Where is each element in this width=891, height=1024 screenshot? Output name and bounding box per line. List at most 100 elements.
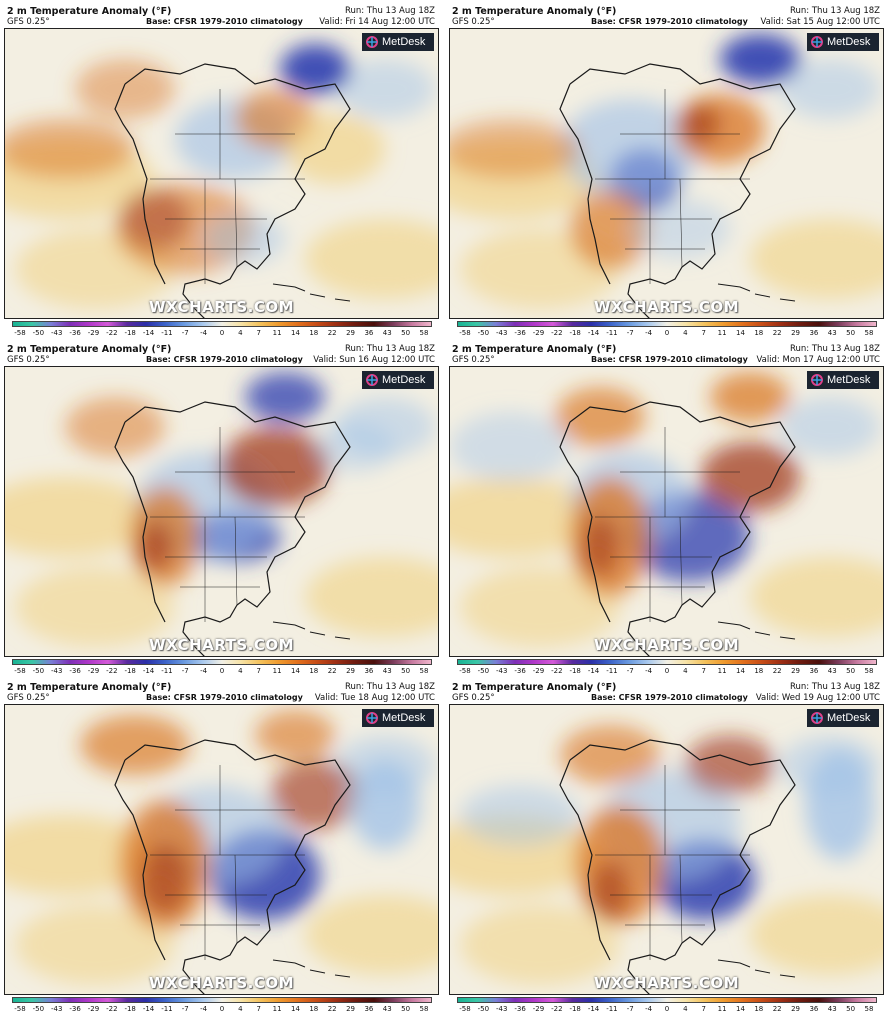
color-scale-tick-label: -18 bbox=[124, 667, 136, 675]
color-scale-tick-label: -11 bbox=[606, 667, 618, 675]
color-scale-tick-label: 58 bbox=[419, 1005, 429, 1013]
color-scale-ticks: -58 -50 -43 -36 -29 -22 -18 -14 -11 -7 -4 0 4 7 11 14 18… bbox=[457, 667, 877, 677]
caribbean-islands bbox=[717, 621, 796, 640]
anomaly-region bbox=[460, 905, 620, 985]
metdesk-logo-icon bbox=[366, 712, 378, 724]
color-scale-bar: -58 -50 -43 -36 -29 -22 -18 -14 -11 -7 -4 0 4 7 11 14 18… bbox=[457, 321, 877, 339]
run-time-label: Run: Thu 13 Aug 18Z bbox=[345, 6, 435, 16]
color-scale-tick-label: 36 bbox=[809, 667, 819, 675]
color-scale-tick-label: -29 bbox=[87, 667, 100, 675]
color-scale-tick-label: -4 bbox=[200, 667, 208, 675]
anomaly-region bbox=[5, 477, 155, 557]
panel-header: 2 m Temperature Anomaly (°F) GFS 0.25° Bas… bbox=[4, 342, 439, 366]
coastline bbox=[559, 739, 796, 994]
color-scale-tick-label: 0 bbox=[219, 1005, 225, 1013]
anomaly-region bbox=[555, 387, 645, 447]
color-scale-tick-label: -18 bbox=[569, 329, 581, 337]
valid-time-label: Valid: Wed 19 Aug 12:00 UTC bbox=[755, 693, 880, 703]
color-scale-tick-label: -58 bbox=[459, 1005, 471, 1013]
color-scale-tick-label: 29 bbox=[791, 1005, 800, 1013]
color-scale-bar: -58 -50 -43 -36 -29 -22 -18 -14 -11 -7 -4 0 4 7 11 14 18… bbox=[12, 321, 432, 339]
color-scale-bar: -58 -50 -43 -36 -29 -22 -18 -14 -11 -7 -4 0 4 7 11 14 18… bbox=[12, 659, 432, 677]
color-scale-bar: -58 -50 -43 -36 -29 -22 -18 -14 -11 -7 -4 0 4 7 11 14 18… bbox=[457, 997, 877, 1015]
color-scale-tick-label: -4 bbox=[645, 1005, 653, 1013]
anomaly-region bbox=[305, 557, 438, 637]
color-scale-ticks: -58 -50 -43 -36 -29 -22 -18 -14 -11 -7 -4 0 4 7 11 14 18… bbox=[457, 329, 877, 339]
metdesk-logo: MetDesk bbox=[362, 709, 434, 727]
anomaly-region bbox=[450, 412, 570, 482]
color-scale-tick-label: 22 bbox=[327, 667, 337, 675]
color-scale-tick-label: -22 bbox=[106, 667, 118, 675]
run-time-label: Run: Thu 13 Aug 18Z bbox=[790, 682, 880, 692]
color-scale-tick-label: 50 bbox=[401, 667, 411, 675]
model-label: GFS 0.25° bbox=[7, 693, 50, 703]
color-scale-tick-label: -7 bbox=[626, 329, 634, 337]
color-scale-tick-label: -58 bbox=[459, 329, 471, 337]
model-label: GFS 0.25° bbox=[452, 17, 495, 27]
panel-header: 2 m Temperature Anomaly (°F) GFS 0.25° Bas… bbox=[449, 342, 884, 366]
color-scale-tick-label: 36 bbox=[364, 667, 374, 675]
color-scale-tick-label: 7 bbox=[256, 329, 261, 337]
color-scale-tick-label: 36 bbox=[809, 1005, 819, 1013]
color-scale-gradient bbox=[12, 321, 432, 327]
anomaly-region bbox=[780, 397, 880, 457]
caribbean-islands bbox=[272, 959, 351, 978]
anomaly-region bbox=[630, 199, 730, 259]
color-scale-tick-label: 0 bbox=[664, 329, 670, 337]
anomaly-region bbox=[15, 905, 175, 985]
color-scale-tick-label: 58 bbox=[864, 667, 874, 675]
color-scale-tick-label: -14 bbox=[587, 329, 600, 337]
color-scale-tick-label: 22 bbox=[772, 667, 782, 675]
color-scale-tick-label: 36 bbox=[364, 1005, 374, 1013]
color-scale-tick-label: 18 bbox=[309, 329, 319, 337]
color-scale-tick-label: -22 bbox=[551, 667, 563, 675]
panel-title: 2 m Temperature Anomaly (°F) bbox=[7, 6, 172, 17]
run-time-label: Run: Thu 13 Aug 18Z bbox=[790, 6, 880, 16]
anomaly-region bbox=[280, 44, 350, 94]
climatology-base-label: Base: CFSR 1979-2010 climatology bbox=[146, 693, 303, 702]
coastline bbox=[559, 63, 796, 318]
anomaly-region bbox=[450, 477, 600, 557]
color-scale-tick-label: 50 bbox=[846, 667, 856, 675]
map-panel: 2 m Temperature Anomaly (°F) GFS 0.25° Bas… bbox=[449, 680, 884, 1016]
metdesk-logo: MetDesk bbox=[807, 33, 879, 51]
color-scale-ticks: -58 -50 -43 -36 -29 -22 -18 -14 -11 -7 -4 0 4 7 11 14 18… bbox=[457, 1005, 877, 1015]
color-scale-tick-label: -22 bbox=[551, 329, 563, 337]
color-scale-tick-label: -14 bbox=[587, 1005, 600, 1013]
color-scale-tick-label: 22 bbox=[772, 1005, 782, 1013]
coastline bbox=[559, 401, 796, 656]
color-scale-tick-label: 29 bbox=[346, 1005, 355, 1013]
color-scale-tick-label: -18 bbox=[124, 1005, 136, 1013]
valid-time-label: Valid: Sun 16 Aug 12:00 UTC bbox=[313, 355, 435, 365]
color-scale-tick-label: -14 bbox=[142, 1005, 155, 1013]
anomaly-map: MetDesk WXCHARTS.COM bbox=[449, 28, 884, 319]
color-scale-tick-label: -11 bbox=[161, 1005, 173, 1013]
color-scale-tick-label: 14 bbox=[290, 667, 300, 675]
anomaly-region bbox=[750, 219, 883, 299]
anomaly-region bbox=[137, 522, 173, 572]
metdesk-logo: MetDesk bbox=[807, 371, 879, 389]
color-scale-tick-label: -36 bbox=[69, 329, 81, 337]
color-scale-tick-label: 43 bbox=[827, 667, 837, 675]
color-scale-tick-label: -50 bbox=[32, 667, 45, 675]
anomaly-region bbox=[560, 725, 660, 785]
color-scale-tick-label: 14 bbox=[735, 329, 745, 337]
metdesk-logo-text: MetDesk bbox=[382, 712, 426, 724]
color-scale-tick-label: 43 bbox=[382, 329, 392, 337]
model-label: GFS 0.25° bbox=[7, 17, 50, 27]
color-scale-tick-label: 11 bbox=[272, 1005, 282, 1013]
map-panel: 2 m Temperature Anomaly (°F) GFS 0.25° Bas… bbox=[4, 4, 439, 340]
map-panel: 2 m Temperature Anomaly (°F) GFS 0.25° Bas… bbox=[4, 680, 439, 1016]
color-scale-tick-label: 22 bbox=[772, 329, 782, 337]
anomaly-region bbox=[270, 760, 360, 830]
color-scale-tick-label: 18 bbox=[754, 667, 764, 675]
anomaly-region bbox=[205, 214, 285, 264]
run-time-label: Run: Thu 13 Aug 18Z bbox=[345, 682, 435, 692]
anomaly-region bbox=[335, 59, 435, 119]
color-scale-tick-label: 50 bbox=[401, 1005, 411, 1013]
color-scale-tick-label: -43 bbox=[496, 329, 508, 337]
anomaly-region bbox=[350, 760, 420, 850]
color-scale-tick-label: -36 bbox=[514, 1005, 526, 1013]
color-scale-tick-label: 11 bbox=[717, 329, 727, 337]
panel-title: 2 m Temperature Anomaly (°F) bbox=[452, 344, 617, 355]
